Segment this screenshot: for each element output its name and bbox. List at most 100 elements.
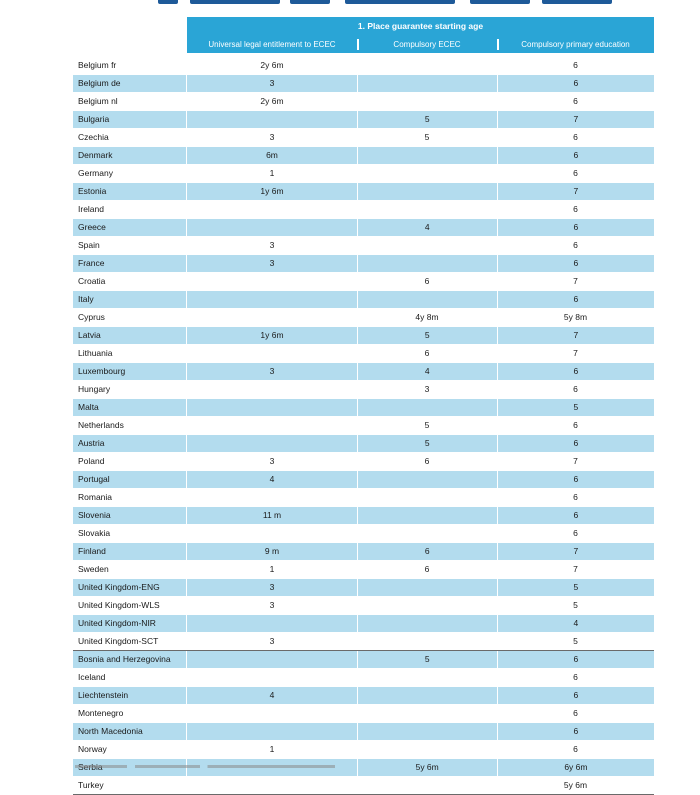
table-row: Cyprus 4y 8m 5y 8m: [73, 308, 654, 326]
legal-entitlement-age: 2y 6m: [260, 60, 284, 70]
compulsory-ecec-age: [356, 75, 497, 92]
compulsory-ecec-age: 5: [424, 420, 430, 430]
compulsory-ecec-age: 6: [424, 276, 430, 286]
table-row: Austria 5 6: [73, 434, 654, 452]
compulsory-primary-age: 6: [496, 723, 654, 740]
table-row: Czechia 3 5 6: [73, 128, 654, 146]
country-name: Belgium de: [73, 75, 187, 92]
compulsory-primary-age: 7: [573, 456, 578, 466]
country-name: Malta: [73, 399, 187, 416]
compulsory-ecec-age: [356, 147, 497, 164]
table-row: Belgium fr 2y 6m 6: [73, 56, 654, 74]
legal-entitlement-age: [187, 201, 357, 218]
legal-entitlement-age: [186, 435, 357, 452]
compulsory-ecec-age: 6: [424, 348, 430, 358]
compulsory-primary-age: 7: [496, 327, 654, 344]
legal-entitlement-age: [187, 273, 357, 290]
compulsory-primary-age: 6: [573, 96, 578, 106]
compulsory-primary-age: 6: [496, 507, 654, 524]
compulsory-ecec-age: [357, 525, 497, 542]
compulsory-primary-age: 7: [496, 111, 654, 128]
table-row: Montenegro 6: [73, 704, 654, 722]
country-name: Liechtenstein: [73, 687, 187, 704]
table-row: Portugal 4 6: [73, 470, 654, 488]
compulsory-primary-age: 6: [496, 651, 654, 668]
compulsory-ecec-age: 3: [424, 384, 430, 394]
table-row: Liechtenstein 4 6: [73, 686, 654, 704]
legal-entitlement-age: [187, 777, 357, 794]
compulsory-primary-age: 6: [573, 240, 578, 250]
compulsory-ecec-age: [357, 93, 497, 110]
legal-entitlement-age: [187, 345, 357, 362]
compulsory-primary-age: 5y 8m: [563, 312, 588, 322]
legal-entitlement-age: 1: [269, 168, 275, 178]
compulsory-ecec-age: 5: [356, 111, 497, 128]
legal-entitlement-age: [186, 291, 357, 308]
compulsory-ecec-age: [356, 615, 497, 632]
legal-entitlement-age: 3: [186, 579, 357, 596]
country-name: Netherlands: [78, 420, 124, 430]
compulsory-ecec-age: [356, 507, 497, 524]
compulsory-ecec-age: [357, 777, 497, 794]
compulsory-ecec-age: 4y 8m: [415, 312, 439, 322]
column-header-legal-entitlement: Universal legal entitlement to ECEC: [187, 36, 357, 53]
compulsory-ecec-age: 6: [424, 456, 430, 466]
compulsory-primary-age: 6: [573, 744, 578, 754]
country-name: Spain: [78, 240, 100, 250]
compulsory-primary-age: 6: [496, 471, 654, 488]
legal-entitlement-age: [187, 381, 357, 398]
table-row: United Kingdom-NIR 4: [73, 614, 654, 632]
compulsory-primary-age: 6: [573, 672, 578, 682]
legal-entitlement-age: [187, 669, 357, 686]
compulsory-primary-age: 6: [573, 492, 578, 502]
legal-entitlement-age: 3: [269, 240, 275, 250]
cut-off-footnote: [75, 760, 335, 768]
table-row: North Macedonia 6: [73, 722, 654, 740]
country-name: Belgium fr: [78, 60, 117, 70]
table-row: Belgium de 3 6: [73, 74, 654, 92]
country-name: Montenegro: [78, 708, 124, 718]
compulsory-ecec-age: [356, 471, 497, 488]
country-name: Cyprus: [78, 312, 105, 322]
table-row: United Kingdom-SCT 3 5: [73, 632, 654, 650]
compulsory-primary-age: 6: [573, 60, 578, 70]
country-name: Hungary: [78, 384, 111, 394]
country-name: Estonia: [73, 183, 187, 200]
column-header-compulsory-primary: Compulsory primary education: [497, 36, 654, 53]
table-row: Poland 3 6 7: [73, 452, 654, 470]
compulsory-primary-age: 7: [573, 348, 578, 358]
table-row: Bosnia and Herzegovina 5 6: [73, 650, 654, 668]
compulsory-ecec-age: [357, 165, 497, 182]
legal-entitlement-age: [187, 417, 357, 434]
compulsory-ecec-age: [356, 183, 497, 200]
legal-entitlement-age: 1y 6m: [186, 327, 357, 344]
compulsory-ecec-age: 6: [356, 543, 497, 560]
table-row: Sweden 1 6 7: [73, 560, 654, 578]
country-name: United Kingdom-NIR: [73, 615, 187, 632]
compulsory-primary-age: 6: [573, 708, 578, 718]
country-name: Turkey: [78, 780, 104, 790]
country-name: Sweden: [78, 564, 109, 574]
compulsory-primary-age: 6: [496, 75, 654, 92]
table-row: Belgium nl 2y 6m 6: [73, 92, 654, 110]
compulsory-ecec-age: 4: [356, 363, 497, 380]
table-row: Lithuania 6 7: [73, 344, 654, 362]
cut-off-title-strip: [150, 0, 620, 6]
table-row: Greece 4 6: [73, 218, 654, 236]
country-name: Latvia: [73, 327, 187, 344]
compulsory-primary-age: 4: [496, 615, 654, 632]
table-body: Belgium fr 2y 6m 6 Belgium de 3 6 Belgium nl 2y…: [73, 56, 654, 794]
legal-entitlement-age: 4: [186, 687, 357, 704]
compulsory-primary-age: 5: [573, 636, 578, 646]
compulsory-primary-age: 6: [496, 219, 654, 236]
table-row: United Kingdom-ENG 3 5: [73, 578, 654, 596]
table-row: Bulgaria 5 7: [73, 110, 654, 128]
compulsory-ecec-age: [356, 579, 497, 596]
compulsory-ecec-age: [357, 705, 497, 722]
legal-entitlement-age: 3: [186, 363, 357, 380]
compulsory-primary-age: 7: [573, 276, 578, 286]
table-row: Luxembourg 3 4 6: [73, 362, 654, 380]
table-row: Hungary 3 6: [73, 380, 654, 398]
compulsory-primary-age: 6: [573, 420, 578, 430]
column-header-compulsory-ecec: Compulsory ECEC: [357, 36, 497, 53]
